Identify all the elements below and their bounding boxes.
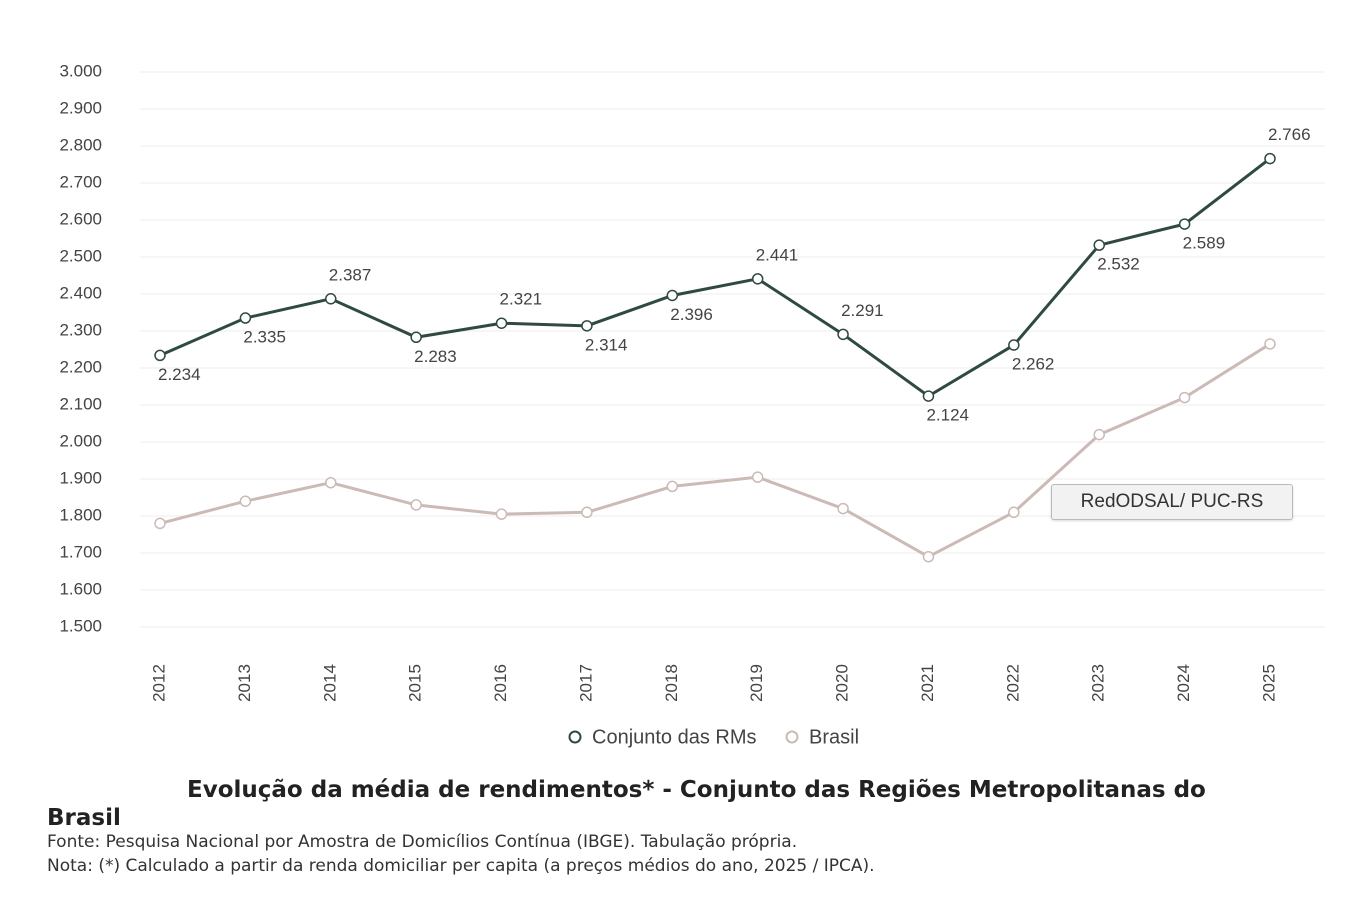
data-label: 2.335 <box>243 328 286 347</box>
x-tick-label: 2017 <box>576 664 595 702</box>
point <box>495 317 508 329</box>
point <box>154 349 166 362</box>
point <box>666 480 679 493</box>
point <box>154 517 166 530</box>
point <box>410 499 422 511</box>
data-label: 2.589 <box>1183 234 1226 253</box>
data-label: 2.441 <box>756 245 799 264</box>
y-tick-label: 1.700 <box>59 542 102 561</box>
series-line <box>159 157 1271 398</box>
x-tick-label: 2021 <box>918 664 937 702</box>
y-tick-label: 1.900 <box>59 468 102 487</box>
point <box>837 328 849 341</box>
source: Fonte: Pesquisa Nacional por Amostra de … <box>47 832 798 852</box>
point <box>666 289 679 302</box>
data-label: 2.283 <box>414 347 457 366</box>
point <box>239 495 252 507</box>
point <box>1264 152 1276 165</box>
x-tick-label: 2023 <box>1089 664 1108 702</box>
point <box>922 390 935 402</box>
x-tick-label: 2018 <box>662 664 681 702</box>
point <box>1178 391 1191 404</box>
point <box>581 320 593 332</box>
data-label: 2.262 <box>1012 355 1055 374</box>
y-tick-label: 3.000 <box>59 61 102 80</box>
x-tick-label: 2012 <box>149 664 168 702</box>
legend-label: Conjunto das RMs <box>592 726 757 748</box>
x-tick-label: 2024 <box>1174 664 1193 702</box>
data-label: 2.766 <box>1268 125 1311 144</box>
point <box>325 293 337 305</box>
watermark: RedODSAL/ PUC-RS <box>1051 484 1293 520</box>
x-tick-label: 2014 <box>320 664 339 702</box>
x-tick-label: 2013 <box>235 664 254 702</box>
data-label: 2.387 <box>329 265 372 284</box>
point <box>751 273 764 285</box>
point <box>239 312 252 324</box>
y-tick-label: 1.800 <box>59 505 102 524</box>
legend-marker <box>785 730 799 744</box>
x-tick-label: 2025 <box>1259 664 1278 702</box>
y-tick-label: 2.200 <box>59 357 102 376</box>
point <box>1093 428 1105 441</box>
y-tick-label: 1.600 <box>59 579 102 598</box>
point <box>1008 339 1020 351</box>
y-tick-label: 2.900 <box>59 98 102 117</box>
chart: 1.500 1.600 1.700 1.800 1.900 2.000 2.100 2.200… <box>59 61 1325 748</box>
x-tick-label: 2015 <box>406 664 425 702</box>
y-tick-label: 2.500 <box>59 246 102 265</box>
data-label: 2.396 <box>670 305 713 324</box>
point <box>922 550 935 563</box>
x-tick-label: 2016 <box>491 664 510 702</box>
legend-marker <box>568 730 582 744</box>
point <box>325 476 337 489</box>
point <box>1178 218 1191 230</box>
point <box>410 331 422 344</box>
y-tick-label: 2.000 <box>59 431 102 450</box>
y-tick-label: 1.500 <box>59 616 102 635</box>
x-tick-label: 2019 <box>747 664 766 702</box>
series-line <box>159 342 1271 559</box>
point <box>1008 506 1020 519</box>
y-tick-label: 2.300 <box>59 320 102 339</box>
point <box>1093 239 1105 251</box>
x-tick-label: 2020 <box>833 664 852 702</box>
chart-title: Evolução da média de rendimentos* - Conj… <box>47 777 1206 831</box>
note: Nota: (*) Calculado a partir da renda do… <box>47 856 875 876</box>
point <box>495 508 508 520</box>
point <box>837 502 849 515</box>
y-tick-label: 2.700 <box>59 172 102 191</box>
legend-label: Brasil <box>809 726 859 748</box>
data-label: 2.124 <box>926 406 969 425</box>
y-tick-label: 2.400 <box>59 283 102 302</box>
point <box>1264 338 1276 350</box>
point <box>751 471 764 483</box>
y-tick-label: 2.100 <box>59 394 102 413</box>
x-tick-label: 2022 <box>1003 664 1022 702</box>
data-label: 2.314 <box>585 335 628 354</box>
data-label: 2.532 <box>1097 255 1140 274</box>
point <box>581 506 593 519</box>
data-label: 2.291 <box>841 301 884 320</box>
data-label: 2.234 <box>158 365 201 384</box>
y-tick-label: 2.800 <box>59 135 102 154</box>
data-label: 2.321 <box>500 290 543 309</box>
y-tick-label: 2.600 <box>59 209 102 228</box>
